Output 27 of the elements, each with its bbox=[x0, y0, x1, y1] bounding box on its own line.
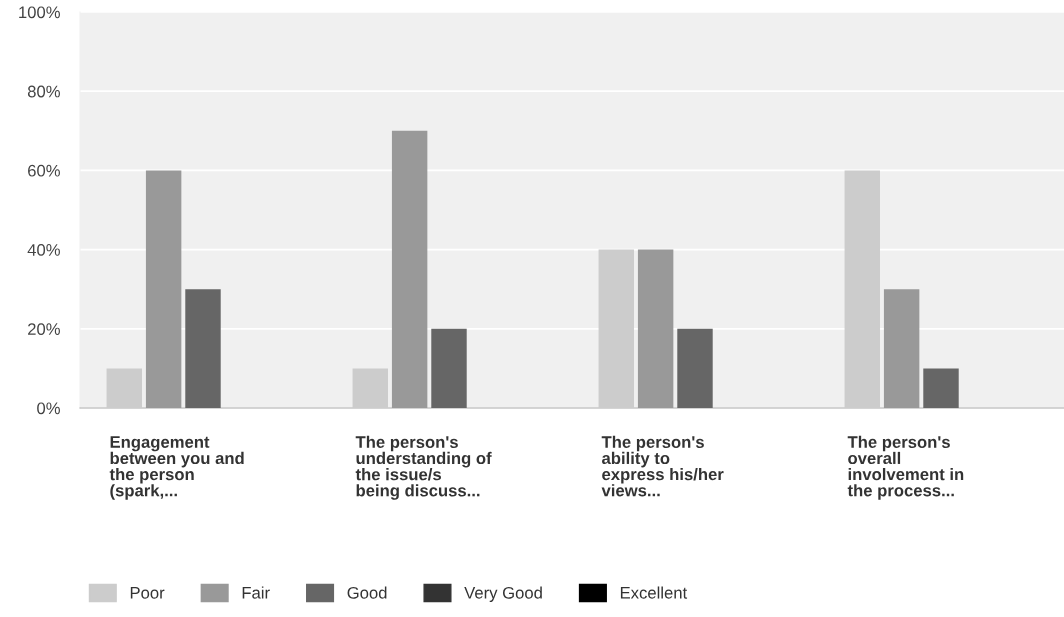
y-tick-label: 60% bbox=[28, 164, 60, 177]
x-tick-label: Engagement between you and the person (spark,... bbox=[109, 436, 244, 500]
bar bbox=[923, 368, 959, 408]
y-tick-label: 0% bbox=[37, 402, 60, 415]
bar bbox=[106, 368, 142, 408]
bar bbox=[185, 289, 221, 408]
bar bbox=[598, 249, 634, 408]
bar bbox=[844, 170, 880, 408]
legend-label: Good bbox=[347, 586, 387, 599]
legend-label: Fair bbox=[242, 586, 270, 599]
bar bbox=[637, 249, 674, 408]
legend-label: Excellent bbox=[620, 586, 688, 599]
bar bbox=[352, 368, 388, 408]
legend-label: Poor bbox=[130, 587, 165, 599]
y-tick-label: 40% bbox=[27, 244, 60, 256]
x-tick-label: The person's understanding of the issue/s being discuss... bbox=[355, 435, 492, 500]
y-tick-label: 80% bbox=[27, 85, 60, 98]
x-tick-label: The person's ability to express his/her views... bbox=[601, 435, 724, 497]
bar bbox=[431, 328, 467, 408]
legend-label: Very Good bbox=[464, 586, 542, 602]
bar bbox=[677, 328, 713, 408]
bar bbox=[391, 130, 428, 408]
y-tick-label: 100% bbox=[19, 6, 60, 19]
x-tick-label: The person's overall involvement in the process... bbox=[847, 435, 964, 500]
y-tick-label: 20% bbox=[28, 323, 60, 335]
bar bbox=[145, 170, 182, 408]
bar bbox=[883, 289, 920, 408]
